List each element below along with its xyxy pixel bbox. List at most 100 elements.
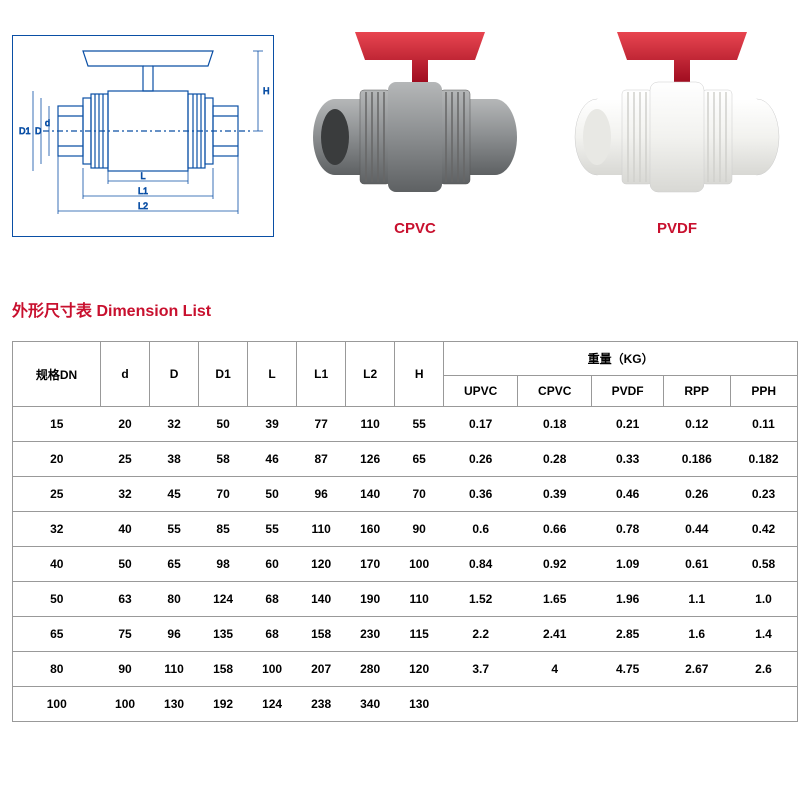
table-cell: 2.67	[663, 652, 730, 687]
product-cpvc: CPVC	[294, 12, 536, 237]
table-cell: 100	[395, 547, 444, 582]
th-L2: L2	[346, 342, 395, 407]
table-cell: 45	[150, 477, 199, 512]
table-cell: 90	[101, 652, 150, 687]
table-cell: 1.52	[444, 582, 518, 617]
table-cell: 0.33	[592, 442, 664, 477]
product-pvdf-image	[562, 12, 792, 212]
table-cell: 120	[297, 547, 346, 582]
th-H: H	[395, 342, 444, 407]
table-cell: 55	[150, 512, 199, 547]
table-cell: 110	[346, 407, 395, 442]
table-cell	[518, 687, 592, 722]
table-cell: 4.75	[592, 652, 664, 687]
table-cell: 110	[395, 582, 444, 617]
table-cell: 0.186	[663, 442, 730, 477]
table-cell: 3.7	[444, 652, 518, 687]
table-cell: 70	[199, 477, 248, 512]
table-cell: 87	[297, 442, 346, 477]
table-body: 152032503977110550.170.180.210.120.11202…	[13, 407, 798, 722]
table-cell: 55	[248, 512, 297, 547]
table-cell: 160	[346, 512, 395, 547]
table-cell: 158	[199, 652, 248, 687]
dim-label-L1: L1	[138, 186, 148, 196]
table-cell: 20	[101, 407, 150, 442]
diagram-svg: H D1 D d L L1 L2	[13, 36, 273, 236]
table-cell: 50	[13, 582, 101, 617]
table-cell: 68	[248, 582, 297, 617]
table-cell: 77	[297, 407, 346, 442]
th-cpvc: CPVC	[518, 376, 592, 407]
table-cell: 0.58	[730, 547, 798, 582]
table-cell: 63	[101, 582, 150, 617]
table-cell: 50	[248, 477, 297, 512]
table-cell: 0.182	[730, 442, 798, 477]
dim-label-h: H	[263, 86, 270, 96]
table-cell: 110	[297, 512, 346, 547]
table-cell: 192	[199, 687, 248, 722]
table-cell: 50	[101, 547, 150, 582]
table-cell: 0.42	[730, 512, 798, 547]
table-cell: 46	[248, 442, 297, 477]
table-cell: 140	[346, 477, 395, 512]
table-cell: 98	[199, 547, 248, 582]
th-pvdf: PVDF	[592, 376, 664, 407]
table-cell: 96	[297, 477, 346, 512]
table-row: 80901101581002072801203.744.752.672.6	[13, 652, 798, 687]
table-cell: 280	[346, 652, 395, 687]
dim-label-L: L	[140, 171, 145, 181]
table-cell: 115	[395, 617, 444, 652]
table-cell: 0.66	[518, 512, 592, 547]
table-cell: 230	[346, 617, 395, 652]
product-pvdf: PVDF	[556, 12, 798, 237]
th-dn: 规格DN	[13, 342, 101, 407]
table-cell	[663, 687, 730, 722]
dim-label-L2: L2	[138, 201, 148, 211]
table-cell: 158	[297, 617, 346, 652]
table-cell: 0.61	[663, 547, 730, 582]
table-cell: 68	[248, 617, 297, 652]
table-cell: 2.85	[592, 617, 664, 652]
th-pph: PPH	[730, 376, 798, 407]
table-cell: 0.18	[518, 407, 592, 442]
table-cell: 0.23	[730, 477, 798, 512]
table-head: 规格DN d D D1 L L1 L2 H 重量（KG） UPVC CPVC P…	[13, 342, 798, 407]
table-cell: 0.17	[444, 407, 518, 442]
table-cell: 50	[199, 407, 248, 442]
table-cell: 25	[13, 477, 101, 512]
table-cell: 0.36	[444, 477, 518, 512]
table-cell: 65	[13, 617, 101, 652]
table-cell: 85	[199, 512, 248, 547]
table-cell: 2.6	[730, 652, 798, 687]
table-row: 152032503977110550.170.180.210.120.11	[13, 407, 798, 442]
table-cell: 20	[13, 442, 101, 477]
table-cell: 0.26	[663, 477, 730, 512]
section-title: 外形尺寸表 Dimension List	[12, 297, 798, 321]
table-cell: 340	[346, 687, 395, 722]
dim-label-d1: D1	[19, 126, 31, 136]
dimension-table: 规格DN d D D1 L L1 L2 H 重量（KG） UPVC CPVC P…	[12, 341, 798, 722]
table-cell: 100	[101, 687, 150, 722]
table-cell: 1.1	[663, 582, 730, 617]
table-cell: 1.6	[663, 617, 730, 652]
th-D: D	[150, 342, 199, 407]
table-cell: 130	[395, 687, 444, 722]
th-d: d	[101, 342, 150, 407]
table-cell: 4	[518, 652, 592, 687]
table-cell: 96	[150, 617, 199, 652]
table-cell: 39	[248, 407, 297, 442]
table-row: 253245705096140700.360.390.460.260.23	[13, 477, 798, 512]
table-cell: 70	[395, 477, 444, 512]
table-cell: 207	[297, 652, 346, 687]
table-cell: 65	[395, 442, 444, 477]
table-cell	[592, 687, 664, 722]
table-cell: 0.84	[444, 547, 518, 582]
table-cell: 0.92	[518, 547, 592, 582]
table-cell: 1.0	[730, 582, 798, 617]
table-cell: 0.28	[518, 442, 592, 477]
th-rpp: RPP	[663, 376, 730, 407]
table-cell: 130	[150, 687, 199, 722]
product-pvdf-label: PVDF	[657, 220, 697, 237]
table-cell: 135	[199, 617, 248, 652]
table-cell: 170	[346, 547, 395, 582]
